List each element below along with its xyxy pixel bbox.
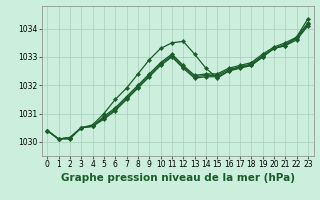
X-axis label: Graphe pression niveau de la mer (hPa): Graphe pression niveau de la mer (hPa) bbox=[60, 173, 295, 183]
